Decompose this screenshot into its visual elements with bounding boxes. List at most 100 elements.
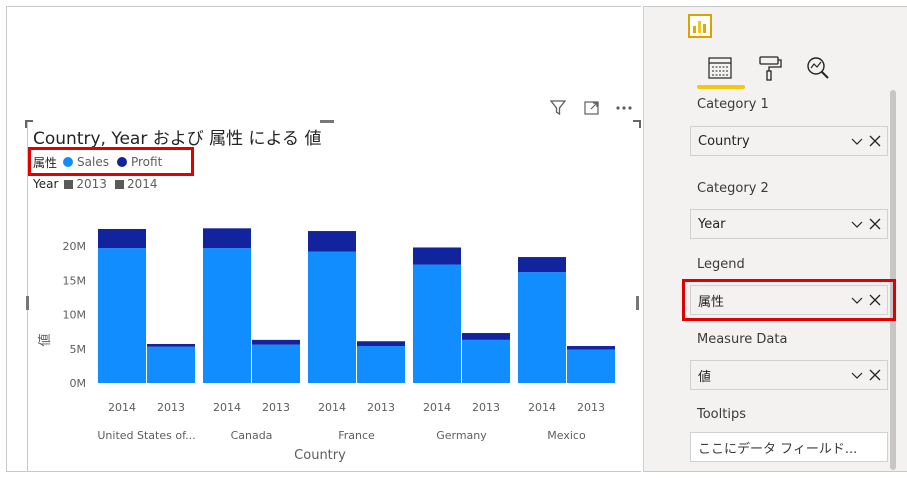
bar-profit[interactable]	[567, 346, 615, 350]
tab-analytics[interactable]	[803, 54, 833, 82]
chart-title: Country, Year および 属性 による 値	[33, 129, 322, 149]
remove-field-icon[interactable]	[868, 134, 882, 148]
year-legend-item-2013[interactable]: 2013	[64, 177, 107, 191]
legend-label: 2013	[76, 177, 107, 191]
year-legend-title: Year	[33, 177, 59, 191]
chevron-down-icon[interactable]	[850, 293, 864, 307]
tab-fields[interactable]	[705, 54, 735, 82]
resize-handle-left[interactable]	[26, 296, 29, 310]
visualizations-pane	[643, 6, 907, 472]
chevron-down-icon[interactable]	[850, 134, 864, 148]
x-tick-group-label: Mexico	[547, 429, 586, 442]
focus-mode-icon[interactable]	[582, 98, 602, 118]
bar-profit[interactable]	[98, 229, 146, 249]
more-options-icon[interactable]	[614, 98, 634, 118]
legend-highlight	[28, 147, 194, 176]
bar-sales[interactable]	[567, 349, 615, 383]
active-tab-indicator	[697, 85, 745, 89]
year-legend-item-2014[interactable]: 2014	[114, 177, 158, 191]
well-category-1[interactable]: Country	[690, 126, 888, 156]
paint-roller-icon	[755, 56, 785, 86]
bar-profit[interactable]	[147, 343, 195, 347]
bar-sales[interactable]	[308, 251, 356, 383]
legend-label: Profit	[130, 155, 163, 169]
filter-icon[interactable]	[548, 98, 568, 118]
well-tooltips[interactable]: ここにデータ フィールド...	[690, 432, 888, 462]
x-tick-year-label: 2013	[577, 401, 605, 414]
bar-profit[interactable]	[357, 341, 405, 347]
bar-profit[interactable]	[252, 339, 300, 345]
x-tick-group-label: Canada	[231, 429, 273, 442]
corner-handle-tl[interactable]	[25, 120, 33, 128]
profit-dot-icon	[116, 157, 127, 167]
well-value: Country	[698, 133, 750, 149]
y-tick-label: 15M	[63, 274, 87, 287]
remove-field-icon[interactable]	[868, 368, 882, 382]
legend-item-profit[interactable]: Profit	[116, 155, 163, 169]
x-tick-group-label: France	[338, 429, 375, 442]
x-tick-year-label: 2013	[367, 401, 395, 414]
year-2014-swatch-icon	[114, 179, 124, 189]
legend-item-sales[interactable]: Sales	[63, 155, 109, 169]
bar-sales[interactable]	[203, 248, 251, 383]
sales-dot-icon	[63, 157, 74, 167]
x-tick-year-label: 2014	[213, 401, 241, 414]
well-label-tooltips: Tooltips	[697, 407, 746, 422]
bar-chart: 0M 5M 10M 15M 20M 値 2014 2013 2014 2013 2014 2013 20…	[37, 228, 615, 463]
x-tick-year-label: 2014	[318, 401, 346, 414]
bar-profit[interactable]	[413, 247, 461, 265]
well-label-legend: Legend	[697, 257, 745, 272]
chevron-down-icon[interactable]	[850, 217, 864, 231]
y-tick-label: 0M	[70, 377, 87, 390]
legend: 属性 Sales Profit	[33, 154, 170, 170]
bar-sales[interactable]	[98, 248, 146, 383]
well-legend[interactable]: 属性	[690, 285, 888, 315]
bar-sales[interactable]	[518, 272, 566, 383]
visual-header	[548, 98, 638, 118]
well-value: 属性	[698, 294, 725, 310]
resize-handle-top[interactable]	[320, 120, 334, 123]
year-legend: Year 2013 2014	[33, 176, 166, 192]
bar-sales[interactable]	[252, 344, 300, 383]
legend-title: 属性	[33, 155, 58, 170]
legend-well-highlight	[682, 279, 896, 321]
chevron-down-icon[interactable]	[850, 368, 864, 382]
legend-label: Sales	[77, 155, 109, 169]
analytics-icon	[803, 57, 833, 86]
well-value: 値	[698, 369, 712, 385]
tab-format[interactable]	[755, 54, 785, 82]
y-tick-label: 5M	[70, 343, 87, 356]
well-label-category-2: Category 2	[697, 181, 769, 196]
well-category-2[interactable]: Year	[690, 209, 888, 239]
bar-sales[interactable]	[413, 264, 461, 383]
x-tick-year-label: 2014	[423, 401, 451, 414]
remove-field-icon[interactable]	[868, 217, 882, 231]
bar-sales[interactable]	[462, 339, 510, 383]
well-placeholder: ここにデータ フィールド...	[698, 441, 858, 457]
bar-profit[interactable]	[462, 333, 510, 340]
bar-profit[interactable]	[308, 231, 356, 252]
y-tick-label: 10M	[63, 309, 87, 322]
y-axis-title: 値	[37, 333, 53, 346]
remove-field-icon[interactable]	[868, 293, 882, 307]
x-tick-year-label: 2014	[528, 401, 556, 414]
bar-profit[interactable]	[518, 257, 566, 273]
bar-sales[interactable]	[357, 346, 405, 383]
well-label-measure-data: Measure Data	[697, 332, 788, 347]
x-tick-year-label: 2013	[157, 401, 185, 414]
well-measure-data[interactable]: 値	[690, 360, 888, 390]
legend-label: 2014	[126, 177, 158, 191]
x-axis-title: Country	[294, 448, 346, 463]
x-tick-year-label: 2013	[262, 401, 290, 414]
resize-handle-right[interactable]	[636, 296, 639, 310]
bar-sales[interactable]	[147, 346, 195, 383]
well-value: Year	[698, 216, 726, 232]
well-label-category-1: Category 1	[697, 97, 769, 112]
x-tick-year-label: 2013	[472, 401, 500, 414]
custom-visual-icon[interactable]	[688, 14, 712, 38]
x-tick-year-label: 2014	[108, 401, 136, 414]
x-tick-group-label: United States of...	[97, 429, 195, 442]
fields-icon	[705, 57, 735, 86]
corner-handle-tr[interactable]	[633, 120, 641, 128]
bar-profit[interactable]	[203, 228, 251, 249]
